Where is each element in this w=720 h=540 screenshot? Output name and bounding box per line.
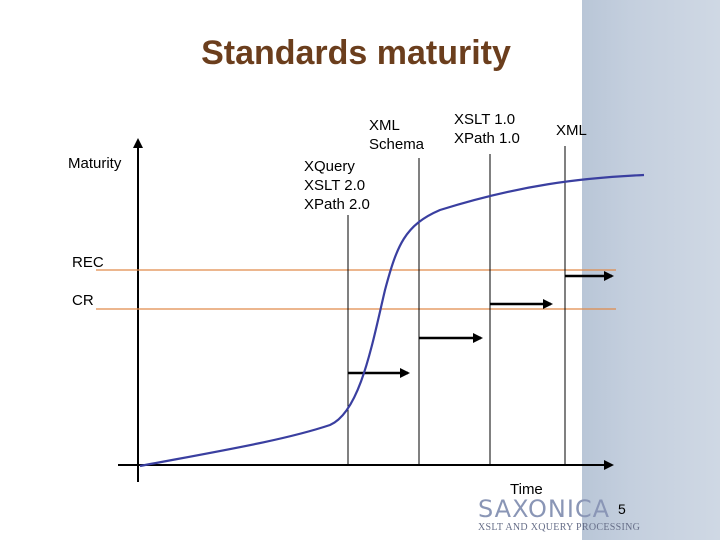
brand-name: SAXONICA <box>478 495 611 523</box>
saxonica-logo: SAXONICA XSLT AND XQUERY PROCESSING <box>478 496 648 536</box>
x-axis-label: Time <box>510 481 543 498</box>
maturity-curve <box>139 173 645 468</box>
brand-tagline: XSLT AND XQUERY PROCESSING <box>478 522 641 533</box>
y-axis-label: Maturity <box>68 155 122 172</box>
milestone-label-xquery: XQuery XSLT 2.0 XPath 2.0 <box>304 158 370 213</box>
milestone-label-xml-schema: XML Schema <box>369 117 425 153</box>
milestone-label-xslt1: XSLT 1.0 XPath 1.0 <box>454 111 520 147</box>
milestone-label-xml: XML <box>556 122 587 139</box>
page-number: 5 <box>618 501 626 517</box>
cr-level-label: CR <box>72 292 94 309</box>
rec-level-label: REC <box>72 254 104 271</box>
slide-title: Standards maturity <box>201 34 511 72</box>
